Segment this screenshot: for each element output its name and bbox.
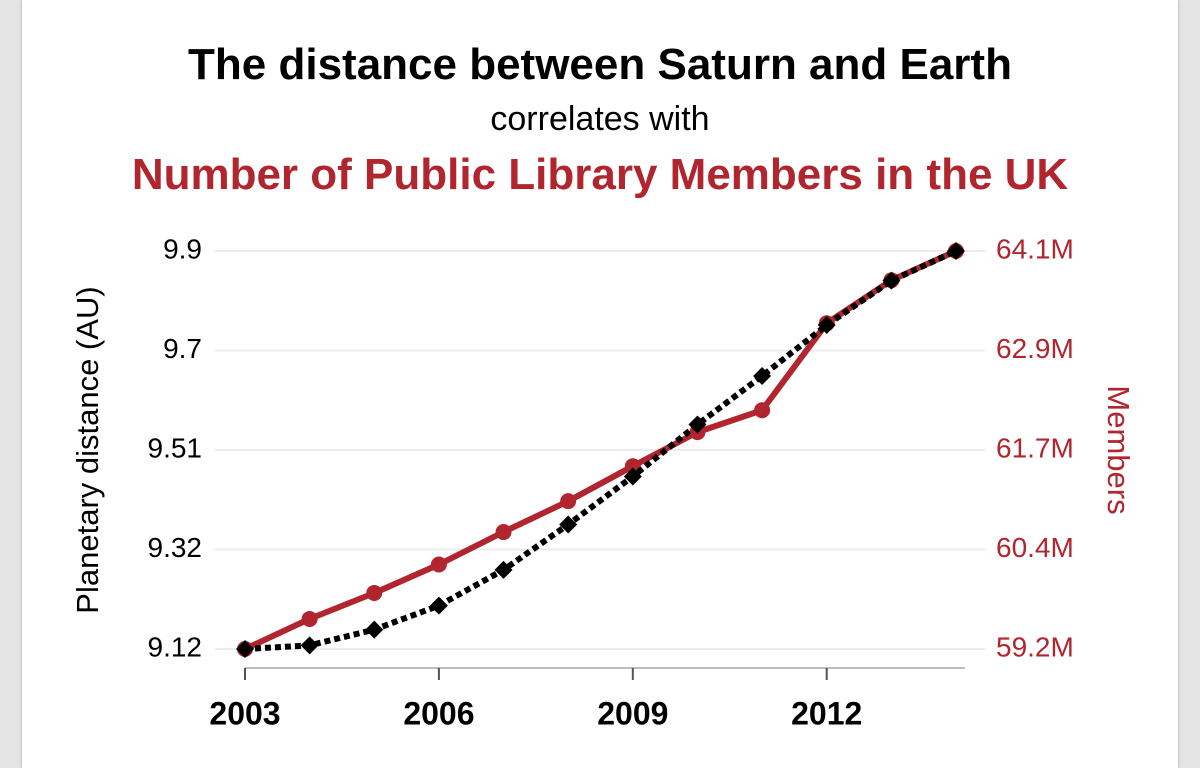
x-axis: 2003 2006 2009 2012 [209, 668, 862, 731]
data-point-members [366, 584, 383, 601]
y-axis-left: 9.12 9.32 9.51 9.7 9.9 [148, 233, 203, 662]
y-axis-left-title: Planetary distance (AU) [70, 286, 105, 613]
data-point-distance [817, 315, 836, 334]
x-tick-label: 2003 [209, 695, 280, 731]
y-right-tick-label: 60.4M [996, 532, 1074, 563]
data-point-members [560, 493, 577, 510]
data-point-distance [236, 640, 254, 658]
data-point-distance [623, 467, 642, 486]
x-tick-label: 2009 [597, 695, 668, 731]
y-left-tick-label: 9.7 [163, 333, 202, 364]
data-point-distance [494, 560, 513, 579]
chart-subtitle: correlates with [490, 100, 710, 138]
data-point-distance [365, 620, 384, 639]
series-group [236, 242, 965, 658]
data-point-distance [947, 242, 965, 260]
series-line-distance [244, 248, 958, 652]
chart-title-secondary: Number of Public Library Members in the … [131, 150, 1069, 199]
data-point-members [495, 524, 512, 541]
y-right-tick-label: 62.9M [996, 333, 1074, 364]
data-point-distance [753, 367, 772, 386]
y-left-tick-label: 9.32 [148, 532, 203, 563]
data-point-members [754, 402, 771, 419]
chart-title: The distance between Saturn and Earth [188, 40, 1012, 89]
y-right-tick-label: 64.1M [996, 233, 1074, 264]
x-tick-label: 2012 [791, 695, 862, 731]
y-left-tick-label: 9.12 [148, 631, 203, 662]
gridlines [215, 250, 985, 650]
y-right-tick-label: 61.7M [996, 432, 1074, 463]
y-left-tick-label: 9.9 [163, 233, 202, 264]
y-axis-right: 59.2M 60.4M 61.7M 62.9M 64.1M [996, 233, 1074, 662]
y-axis-right-title: Members [1101, 385, 1136, 514]
y-left-tick-label: 9.51 [148, 432, 203, 463]
y-right-tick-label: 59.2M [996, 631, 1074, 662]
data-point-distance [559, 515, 578, 534]
data-point-distance [429, 596, 448, 615]
data-point-distance [882, 271, 901, 290]
x-tick-label: 2006 [403, 695, 474, 731]
chart-card [22, 0, 1178, 768]
data-point-distance [300, 636, 319, 655]
data-point-members [430, 556, 447, 573]
data-point-distance [688, 415, 707, 434]
data-point-members [301, 610, 318, 627]
